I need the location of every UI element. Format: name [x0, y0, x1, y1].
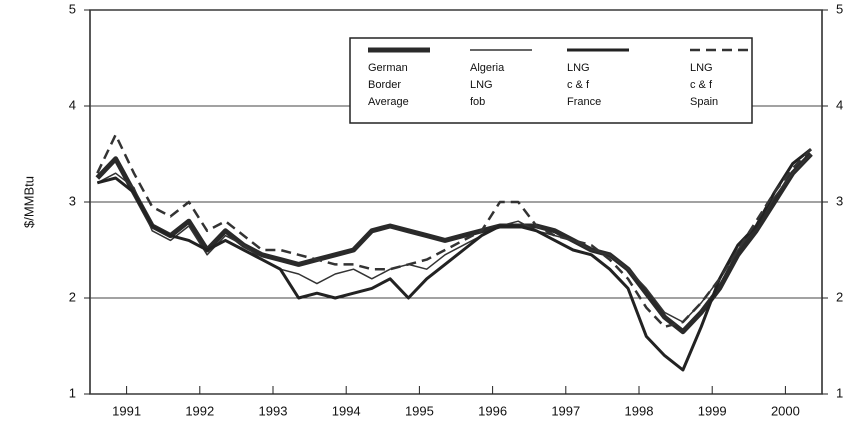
x-tick-label: 1995	[405, 403, 434, 418]
series-line	[95, 152, 813, 335]
y-tick-label: 4	[69, 97, 76, 112]
legend-label: LNG c & f Spain	[690, 62, 718, 108]
x-tick-label: 1993	[259, 403, 288, 418]
x-tick-label: 1999	[698, 403, 727, 418]
x-tick-label: 1996	[478, 403, 507, 418]
x-tick-label: 1998	[625, 403, 654, 418]
y-tick-label: 2	[69, 289, 76, 304]
y2-tick-label: 5	[836, 1, 843, 16]
x-tick-label: 1994	[332, 403, 361, 418]
y-tick-label: 1	[69, 385, 76, 400]
y2-tick-label: 4	[836, 97, 843, 112]
legend-label: Algeria LNG fob	[470, 62, 505, 108]
x-tick-label: 1997	[551, 403, 580, 418]
y-tick-label: 3	[69, 193, 76, 208]
x-tick-label: 1992	[185, 403, 214, 418]
x-tick-label: 2000	[771, 403, 800, 418]
y2-tick-label: 3	[836, 193, 843, 208]
y-axis-label: $/MMBtu	[21, 176, 36, 228]
legend-label: German Border Average	[368, 62, 409, 108]
legend: German Border Average Algeria LNG fob LNG c & f…	[349, 37, 753, 124]
series-line	[96, 133, 812, 329]
legend-label: LNG c & f France	[567, 62, 601, 108]
y2-tick-label: 2	[836, 289, 843, 304]
y-tick-label: 5	[69, 1, 76, 16]
y2-tick-label: 1	[836, 385, 843, 400]
series-line	[96, 148, 812, 372]
x-tick-label: 1991	[112, 403, 141, 418]
